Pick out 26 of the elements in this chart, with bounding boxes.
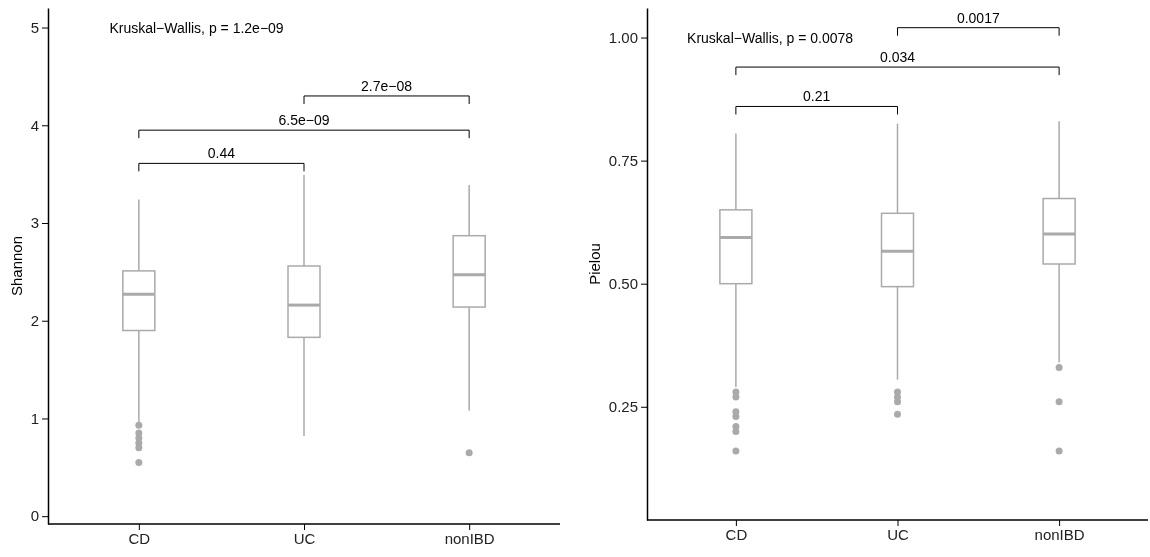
annotation: 2.7e−08 bbox=[361, 77, 413, 94]
annotation: Kruskal−Wallis, p = 0.0078 bbox=[687, 29, 854, 46]
x-tick-label: CD bbox=[128, 529, 151, 547]
annotation: 0.44 bbox=[207, 145, 236, 162]
annotation: 0.034 bbox=[879, 49, 916, 66]
x-tick-label: UC bbox=[293, 529, 316, 547]
x-tick-label: CD bbox=[725, 525, 748, 543]
y-tick-label: 1 bbox=[30, 409, 39, 427]
y-tick-label: 1.00 bbox=[608, 28, 638, 46]
y-tick-label: 0.50 bbox=[608, 274, 638, 292]
y-axis-title: Pielou bbox=[585, 243, 603, 285]
y-axis-title: Shannon bbox=[7, 235, 25, 297]
x-tick-label: nonIBD bbox=[1034, 525, 1085, 543]
annotation: 6.5e−09 bbox=[278, 112, 330, 129]
y-tick-label: 0.75 bbox=[608, 151, 638, 169]
annotation: Kruskal−Wallis, p = 1.2e−09 bbox=[109, 19, 284, 36]
annotation: 0.21 bbox=[803, 88, 831, 105]
y-tick-label: 0 bbox=[30, 507, 39, 525]
x-tick-label: nonIBD bbox=[444, 529, 495, 547]
y-tick-label: 4 bbox=[30, 116, 39, 134]
annotation: 0.0017 bbox=[956, 9, 1000, 26]
y-tick-label: 0.25 bbox=[608, 398, 638, 416]
y-tick-label: 2 bbox=[30, 312, 39, 330]
y-tick-label: 3 bbox=[30, 214, 39, 232]
x-tick-label: UC bbox=[887, 525, 909, 543]
y-tick-label: 5 bbox=[30, 18, 39, 36]
